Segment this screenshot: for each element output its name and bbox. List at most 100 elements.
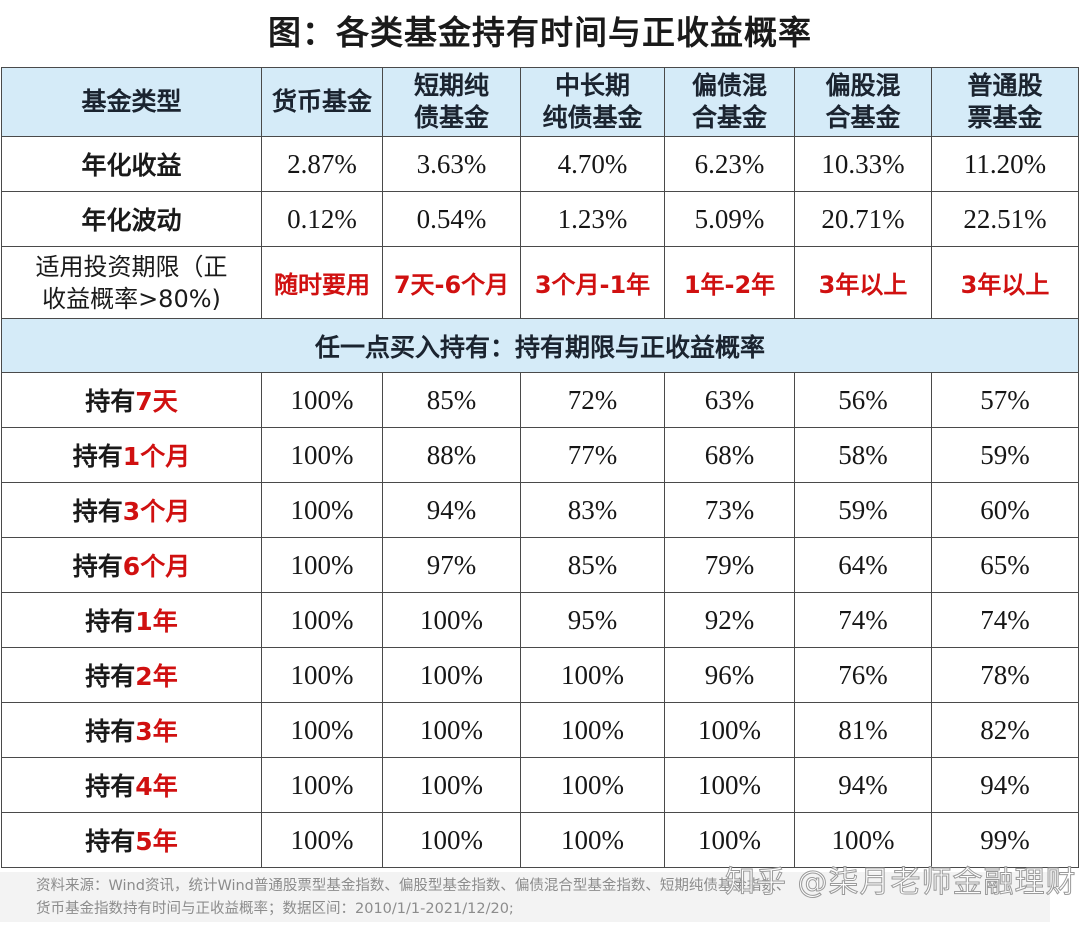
cell: 88% (382, 427, 521, 483)
cell: 100% (382, 812, 521, 868)
cell: 100% (261, 427, 383, 483)
cell: 5.09% (664, 191, 795, 247)
cell: 74% (931, 592, 1079, 648)
annual-return-row: 年化收益 2.87% 3.63% 4.70% 6.23% 10.33% 11.2… (1, 136, 1079, 192)
cell: 96% (664, 647, 795, 703)
holding-period: 1个月 (122, 442, 191, 471)
cell: 100% (261, 757, 383, 813)
section-header-row: 任一点买入持有：持有期限与正收益概率 (1, 318, 1079, 373)
cell: 100% (261, 537, 383, 593)
watermark: 知乎 @柒月老师金融理财 (725, 865, 1077, 901)
cell: 10.33% (794, 136, 932, 192)
table-row: 持有6个月 100% 97% 85% 79% 64% 65% (1, 537, 1079, 593)
cell: 68% (664, 427, 795, 483)
cell: 随时要用 (261, 246, 383, 319)
cell: 6.23% (664, 136, 795, 192)
cell: 95% (520, 592, 665, 648)
cell: 83% (520, 482, 665, 538)
header-fund-type: 基金类型 (1, 67, 262, 137)
holding-period: 6个月 (122, 552, 191, 581)
cell: 63% (664, 372, 795, 428)
cell: 7天-6个月 (382, 246, 521, 319)
holding-period-label: 持有3年 (1, 702, 262, 758)
cell: 60% (931, 482, 1079, 538)
holding-period-label: 持有1个月 (1, 427, 262, 483)
cell: 100% (261, 482, 383, 538)
cell: 58% (794, 427, 932, 483)
header-equity-mixed-fund: 偏股混 合基金 (794, 67, 932, 137)
holding-period: 1年 (135, 607, 178, 636)
cell: 57% (931, 372, 1079, 428)
cell: 3个月-1年 (520, 246, 665, 319)
cell: 94% (931, 757, 1079, 813)
table-row: 持有7天 100% 85% 72% 63% 56% 57% (1, 372, 1079, 428)
holding-period-label: 持有2年 (1, 647, 262, 703)
cell: 100% (261, 592, 383, 648)
table-row: 持有4年 100% 100% 100% 100% 94% 94% (1, 757, 1079, 813)
header-money-fund: 货币基金 (261, 67, 383, 137)
holding-period-label: 持有1年 (1, 592, 262, 648)
cell: 100% (261, 812, 383, 868)
cell: 59% (794, 482, 932, 538)
investment-horizon-row: 适用投资期限（正 收益概率>80%) 随时要用 7天-6个月 3个月-1年 1年… (1, 246, 1079, 319)
table-row: 持有2年 100% 100% 100% 96% 76% 78% (1, 647, 1079, 703)
cell: 79% (664, 537, 795, 593)
cell: 100% (520, 812, 665, 868)
table-row: 持有5年 100% 100% 100% 100% 100% 99% (1, 812, 1079, 868)
cell: 76% (794, 647, 932, 703)
cell: 82% (931, 702, 1079, 758)
cell: 99% (931, 812, 1079, 868)
header-row: 基金类型 货币基金 短期纯 债基金 中长期 纯债基金 偏债混 合基金 偏股混 合基金 普… (1, 67, 1079, 137)
cell: 100% (664, 702, 795, 758)
cell: 94% (794, 757, 932, 813)
holding-period: 2年 (135, 662, 178, 691)
cell: 100% (664, 757, 795, 813)
table-row: 持有1年 100% 100% 95% 92% 74% 74% (1, 592, 1079, 648)
cell: 4.70% (520, 136, 665, 192)
annual-volatility-row: 年化波动 0.12% 0.54% 1.23% 5.09% 20.71% 22.5… (1, 191, 1079, 247)
cell: 100% (520, 647, 665, 703)
cell: 72% (520, 372, 665, 428)
cell: 3年以上 (794, 246, 932, 319)
cell: 64% (794, 537, 932, 593)
table-row: 持有3年 100% 100% 100% 100% 81% 82% (1, 702, 1079, 758)
holding-period-label: 持有3个月 (1, 482, 262, 538)
holding-period-label: 持有5年 (1, 812, 262, 868)
source-line-2: 货币基金指数持有时间与正收益概率；数据区间：2010/1/1-2021/12/2… (36, 901, 514, 917)
holding-period-label: 持有6个月 (1, 537, 262, 593)
cell: 97% (382, 537, 521, 593)
cell: 22.51% (931, 191, 1079, 247)
cell: 100% (794, 812, 932, 868)
holding-period: 4年 (135, 772, 178, 801)
holding-period: 3年 (135, 717, 178, 746)
cell: 85% (520, 537, 665, 593)
cell: 100% (261, 647, 383, 703)
header-short-bond-fund: 短期纯 债基金 (382, 67, 521, 137)
header-stock-fund: 普通股 票基金 (931, 67, 1079, 137)
holding-period-label: 持有7天 (1, 372, 262, 428)
cell: 100% (261, 372, 383, 428)
row-label: 年化收益 (1, 136, 262, 192)
cell: 100% (520, 757, 665, 813)
cell: 1年-2年 (664, 246, 795, 319)
cell: 100% (382, 647, 521, 703)
cell: 100% (382, 702, 521, 758)
cell: 1.23% (520, 191, 665, 247)
cell: 100% (261, 702, 383, 758)
row-label: 年化波动 (1, 191, 262, 247)
table-row: 持有3个月 100% 94% 83% 73% 59% 60% (1, 482, 1079, 538)
cell: 73% (664, 482, 795, 538)
row-label: 适用投资期限（正 收益概率>80%) (1, 246, 262, 319)
source-note: 资料来源：Wind资讯，统计Wind普通股票型基金指数、偏股型基金指数、偏债混合… (0, 872, 1050, 922)
cell: 3.63% (382, 136, 521, 192)
cell: 92% (664, 592, 795, 648)
cell: 0.12% (261, 191, 383, 247)
cell: 85% (382, 372, 521, 428)
cell: 20.71% (794, 191, 932, 247)
cell: 81% (794, 702, 932, 758)
fund-holding-table: 基金类型 货币基金 短期纯 债基金 中长期 纯债基金 偏债混 合基金 偏股混 合基金 普… (1, 67, 1079, 868)
header-mid-long-bond-fund: 中长期 纯债基金 (520, 67, 665, 137)
cell: 2.87% (261, 136, 383, 192)
cell: 3年以上 (931, 246, 1079, 319)
cell: 11.20% (931, 136, 1079, 192)
